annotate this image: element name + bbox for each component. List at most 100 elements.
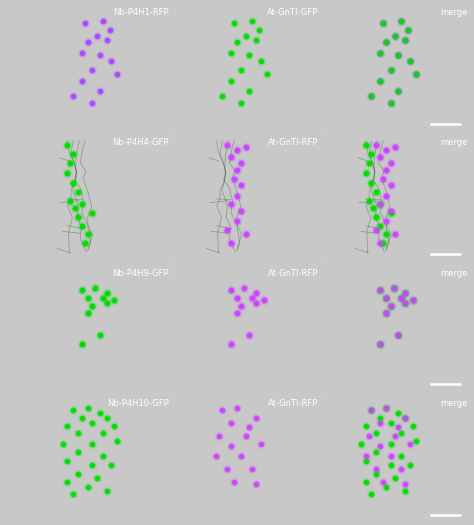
Point xyxy=(357,439,365,448)
Point xyxy=(78,286,86,295)
Point xyxy=(383,145,390,154)
Point xyxy=(380,19,387,27)
Point xyxy=(387,207,394,215)
Point xyxy=(89,66,96,75)
Point xyxy=(387,301,394,310)
Point xyxy=(110,422,118,430)
Text: merge: merge xyxy=(440,8,467,17)
Point xyxy=(257,57,264,66)
Point xyxy=(406,57,414,66)
Point xyxy=(237,159,245,167)
Point xyxy=(233,404,241,412)
Point xyxy=(412,70,419,78)
Point xyxy=(401,486,409,495)
Point xyxy=(380,19,387,27)
Point xyxy=(383,38,390,47)
Point xyxy=(114,437,121,445)
Point xyxy=(78,200,86,208)
Text: Nb-P4H10-GFP: Nb-P4H10-GFP xyxy=(107,399,169,408)
Point xyxy=(106,25,114,34)
Point xyxy=(362,457,369,466)
Point xyxy=(390,284,397,292)
Text: Nb-P4H1-RFP: Nb-P4H1-RFP xyxy=(113,8,169,17)
Point xyxy=(401,414,409,422)
Point xyxy=(380,19,387,27)
Point xyxy=(110,296,118,304)
Point xyxy=(383,404,390,412)
Point xyxy=(387,461,394,469)
Point xyxy=(394,51,402,59)
Point xyxy=(394,409,402,417)
Point xyxy=(391,432,399,440)
Point xyxy=(71,204,79,213)
Point xyxy=(372,213,380,222)
Point xyxy=(376,200,384,208)
Point xyxy=(114,437,121,445)
Point xyxy=(397,293,405,302)
Point xyxy=(387,159,394,167)
Point xyxy=(84,309,91,318)
Point xyxy=(255,25,263,34)
Point xyxy=(369,204,377,213)
Point xyxy=(69,490,77,499)
Point xyxy=(362,169,369,177)
Point xyxy=(253,36,260,44)
Point xyxy=(372,187,380,196)
Point xyxy=(401,299,409,307)
Point xyxy=(114,437,121,445)
Point xyxy=(391,229,399,238)
Point xyxy=(372,429,380,437)
Point xyxy=(96,51,103,59)
Point xyxy=(69,490,77,499)
Text: At-GnTI-GFP: At-GnTI-GFP xyxy=(267,8,318,17)
Point xyxy=(253,299,260,307)
Point xyxy=(380,238,387,247)
Point xyxy=(409,296,417,304)
Point xyxy=(372,213,380,222)
Point xyxy=(387,99,394,108)
Point xyxy=(406,57,414,66)
Point xyxy=(372,470,380,478)
Point xyxy=(257,439,264,448)
Point xyxy=(103,36,111,44)
Point xyxy=(71,204,79,213)
Point xyxy=(89,301,96,310)
Point xyxy=(383,166,390,174)
Point xyxy=(233,217,241,225)
Point xyxy=(99,452,107,460)
Point xyxy=(78,200,86,208)
Point xyxy=(394,87,402,95)
Point xyxy=(216,432,223,440)
Point xyxy=(108,57,115,66)
Point xyxy=(376,419,384,427)
Point xyxy=(391,474,399,482)
Point xyxy=(255,25,263,34)
Point xyxy=(228,238,235,247)
Point xyxy=(223,141,230,149)
Point xyxy=(260,296,267,304)
Point xyxy=(397,465,405,473)
Point xyxy=(108,57,115,66)
Point xyxy=(368,406,375,415)
Point xyxy=(84,229,91,238)
Point xyxy=(394,331,402,339)
Point xyxy=(253,36,260,44)
Point xyxy=(103,289,111,297)
Point xyxy=(228,200,235,208)
Point xyxy=(397,452,405,460)
Point xyxy=(387,66,394,75)
Point xyxy=(401,480,409,488)
Point xyxy=(230,19,238,27)
Point xyxy=(397,452,405,460)
Point xyxy=(245,51,253,59)
Point xyxy=(223,226,230,234)
Point xyxy=(78,414,86,422)
Point xyxy=(376,442,384,450)
Point xyxy=(406,57,414,66)
Point xyxy=(245,51,253,59)
Point xyxy=(383,404,390,412)
Point xyxy=(397,429,405,437)
Point xyxy=(242,432,250,440)
Point xyxy=(93,474,100,482)
Point xyxy=(383,309,390,318)
